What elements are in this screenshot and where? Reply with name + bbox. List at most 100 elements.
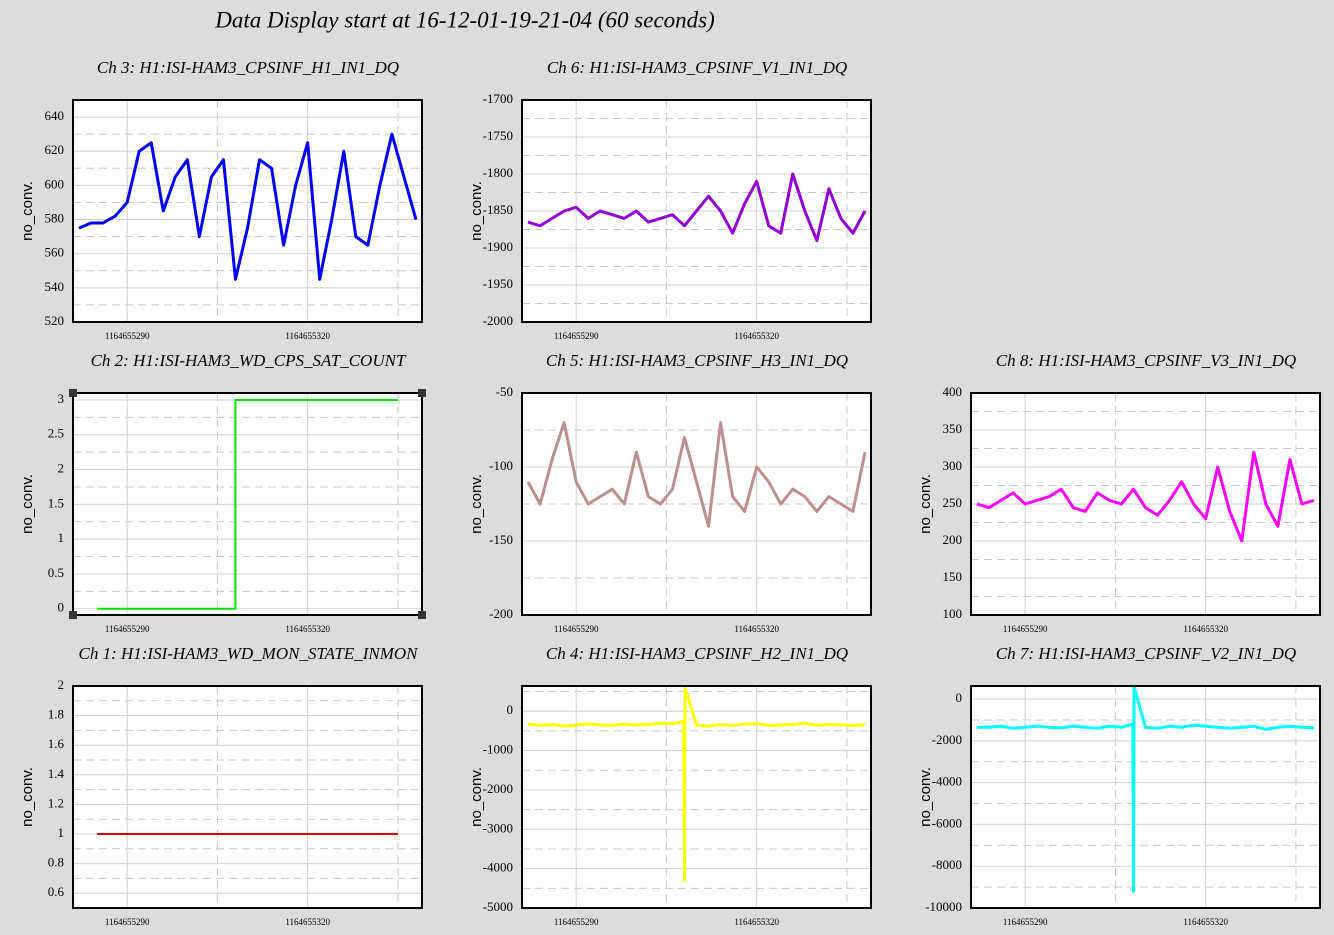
y-tick-label: -50: [496, 384, 513, 399]
channel-panel: Ch 5: H1:ISI-HAM3_CPSINF_H3_IN1_DQ 116465…: [468, 351, 872, 634]
x-tick-label: 1164655290: [554, 331, 599, 341]
plot-area: [73, 100, 422, 322]
x-tick-label: 1164655290: [105, 331, 150, 341]
selection-handle: [69, 389, 77, 397]
y-tick-label: 1.4: [48, 766, 65, 781]
x-tick-label: 1164655320: [285, 917, 330, 927]
plot-frame: [970, 685, 1321, 909]
x-tick-label: 1164655290: [1003, 917, 1048, 927]
y-tick-label: -1950: [483, 276, 513, 291]
channel-title: Ch 3: H1:ISI-HAM3_CPSINF_H1_IN1_DQ: [97, 58, 399, 77]
y-tick-label: 3: [58, 391, 65, 406]
x-tick-label: 1164655320: [285, 331, 330, 341]
signal-trace: [526, 421, 867, 528]
y-tick-label: 100: [943, 606, 963, 621]
plot-area: [522, 686, 871, 908]
y-tick-label: 1.2: [48, 795, 64, 810]
plot-area: [971, 686, 1320, 908]
y-tick-label: 350: [943, 421, 963, 436]
channel-title: Ch 1: H1:ISI-HAM3_WD_MON_STATE_INMON: [78, 644, 419, 663]
y-tick-label: -100: [489, 458, 513, 473]
y-tick-label: -1800: [483, 165, 513, 180]
plot-frame: [521, 99, 872, 323]
channel-panel: Ch 2: H1:ISI-HAM3_WD_CPS_SAT_COUNT 116465…: [19, 351, 426, 634]
plot-frame: [72, 392, 423, 616]
selection-handle: [69, 611, 77, 619]
y-tick-label: 150: [943, 569, 963, 584]
y-tick-label: -1900: [483, 239, 513, 254]
selection-handle: [418, 611, 426, 619]
channel-panel: Ch 8: H1:ISI-HAM3_CPSINF_V3_IN1_DQ 116465…: [917, 351, 1321, 634]
selection-handle: [418, 389, 426, 397]
x-tick-label: 1164655320: [734, 331, 779, 341]
y-tick-label: -8000: [932, 857, 962, 872]
x-tick-label: 1164655320: [1183, 917, 1228, 927]
y-tick-label: 1.6: [48, 736, 65, 751]
y-axis-label: no_conv.: [19, 767, 36, 827]
y-axis-label: no_conv.: [19, 181, 36, 241]
x-tick-label: 1164655320: [1183, 624, 1228, 634]
channel-title: Ch 8: H1:ISI-HAM3_CPSINF_V3_IN1_DQ: [996, 351, 1296, 370]
channel-title: Ch 6: H1:ISI-HAM3_CPSINF_V1_IN1_DQ: [547, 58, 847, 77]
channel-title: Ch 2: H1:ISI-HAM3_WD_CPS_SAT_COUNT: [91, 351, 407, 370]
y-tick-label: -10000: [925, 899, 962, 914]
y-tick-label: -2000: [483, 313, 513, 328]
y-tick-label: -1700: [483, 91, 513, 106]
y-tick-label: 1.5: [48, 495, 64, 510]
channel-panel: Ch 4: H1:ISI-HAM3_CPSINF_H2_IN1_DQ 116465…: [468, 644, 872, 927]
y-tick-label: 0.5: [48, 565, 64, 580]
y-tick-label: -1000: [483, 742, 513, 757]
y-tick-label: 540: [45, 279, 65, 294]
x-tick-label: 1164655290: [554, 917, 599, 927]
y-tick-label: 1: [58, 825, 65, 840]
x-tick-label: 1164655290: [105, 624, 150, 634]
x-tick-label: 1164655290: [554, 624, 599, 634]
y-axis-label: no_conv.: [917, 474, 934, 534]
x-tick-label: 1164655290: [1003, 624, 1048, 634]
y-tick-label: 200: [943, 532, 963, 547]
y-axis-label: no_conv.: [468, 767, 485, 827]
y-tick-label: 0: [58, 600, 65, 615]
channel-panel: Ch 7: H1:ISI-HAM3_CPSINF_V2_IN1_DQ 116465…: [917, 644, 1321, 927]
y-tick-label: 580: [45, 211, 65, 226]
channel-title: Ch 5: H1:ISI-HAM3_CPSINF_H3_IN1_DQ: [546, 351, 848, 370]
plot-frame: [521, 392, 872, 616]
y-tick-label: 250: [943, 495, 963, 510]
y-tick-label: -150: [489, 532, 513, 547]
y-tick-label: -1750: [483, 128, 513, 143]
y-tick-label: -200: [489, 606, 513, 621]
y-axis-label: no_conv.: [468, 181, 485, 241]
y-axis-label: no_conv.: [19, 474, 36, 534]
channel-panel: Ch 1: H1:ISI-HAM3_WD_MON_STATE_INMON 1164…: [19, 644, 423, 927]
signal-trace: [527, 172, 867, 243]
y-tick-label: 400: [943, 384, 963, 399]
y-tick-label: -6000: [932, 815, 962, 830]
y-tick-label: -4000: [483, 860, 513, 875]
signal-trace: [527, 686, 866, 882]
signal-trace: [97, 398, 398, 610]
y-tick-label: 1.8: [48, 707, 64, 722]
x-tick-label: 1164655320: [285, 624, 330, 634]
plot-frame: [72, 685, 423, 909]
y-tick-label: -4000: [932, 774, 962, 789]
signal-trace: [78, 132, 418, 281]
plot-frame: [521, 685, 872, 909]
plot-frame: [72, 99, 423, 323]
y-tick-label: 520: [45, 313, 65, 328]
y-tick-label: 0.6: [48, 884, 65, 899]
plot-area: [73, 686, 422, 908]
page-title: Data Display start at 16-12-01-19-21-04 …: [214, 7, 715, 32]
channel-panel: Ch 3: H1:ISI-HAM3_CPSINF_H1_IN1_DQ 116465…: [19, 58, 423, 341]
plot-frame: [970, 392, 1321, 616]
channel-title: Ch 7: H1:ISI-HAM3_CPSINF_V2_IN1_DQ: [996, 644, 1296, 663]
y-tick-label: -5000: [483, 899, 513, 914]
y-tick-label: 600: [45, 176, 65, 191]
y-tick-label: -1850: [483, 202, 513, 217]
y-tick-label: -3000: [483, 820, 513, 835]
y-axis-label: no_conv.: [468, 474, 485, 534]
y-tick-label: 2.5: [48, 426, 64, 441]
x-tick-label: 1164655320: [734, 624, 779, 634]
y-tick-label: 1: [58, 530, 65, 545]
